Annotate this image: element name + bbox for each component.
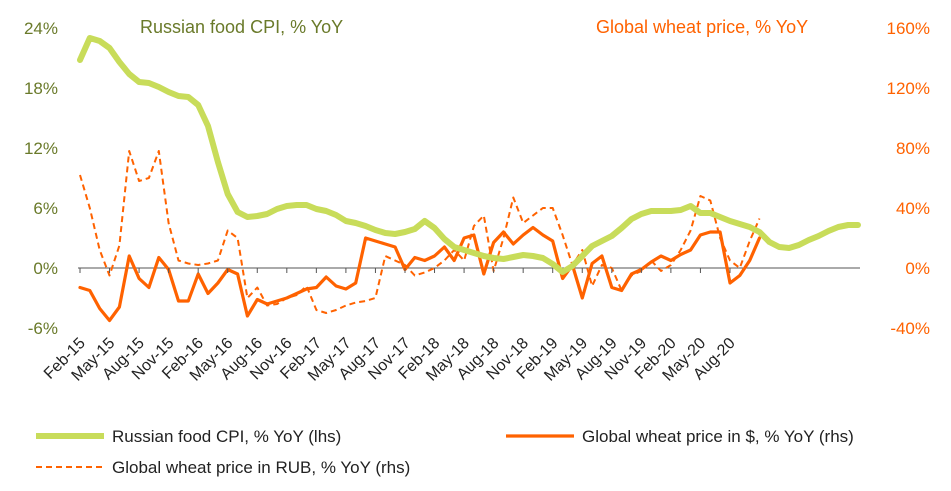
right-tick-label: 40% [896, 199, 930, 218]
right-axis: 160% 120% 80% 40% 0% -40% [887, 19, 930, 338]
legend-label: Global wheat price in RUB, % YoY (rhs) [112, 458, 410, 477]
series-line-russian-food-cpi [77, 35, 861, 275]
left-tick-label: 6% [33, 199, 58, 218]
right-tick-label: 160% [887, 19, 930, 38]
left-tick-label: -6% [28, 319, 58, 338]
left-tick-label: 12% [24, 139, 58, 158]
series-line-wheat-usd [78, 225, 762, 323]
legend: Russian food CPI, % YoY (lhs) Global whea… [36, 427, 854, 477]
series-layer [77, 35, 861, 323]
right-tick-label: 0% [905, 259, 930, 278]
right-tick-label: 120% [887, 79, 930, 98]
legend-label: Russian food CPI, % YoY (lhs) [112, 427, 341, 446]
left-tick-label: 0% [33, 259, 58, 278]
left-axis-title: Russian food CPI, % YoY [140, 17, 343, 37]
series-line-wheat-rub [79, 150, 761, 314]
legend-label: Global wheat price in $, % YoY (rhs) [582, 427, 854, 446]
left-tick-label: 18% [24, 79, 58, 98]
right-tick-label: 80% [896, 139, 930, 158]
right-tick-label: -40% [890, 319, 930, 338]
left-axis: 24% 18% 12% 6% 0% -6% [24, 19, 58, 338]
left-tick-label: 24% [24, 19, 58, 38]
right-axis-title: Global wheat price, % YoY [596, 17, 808, 37]
